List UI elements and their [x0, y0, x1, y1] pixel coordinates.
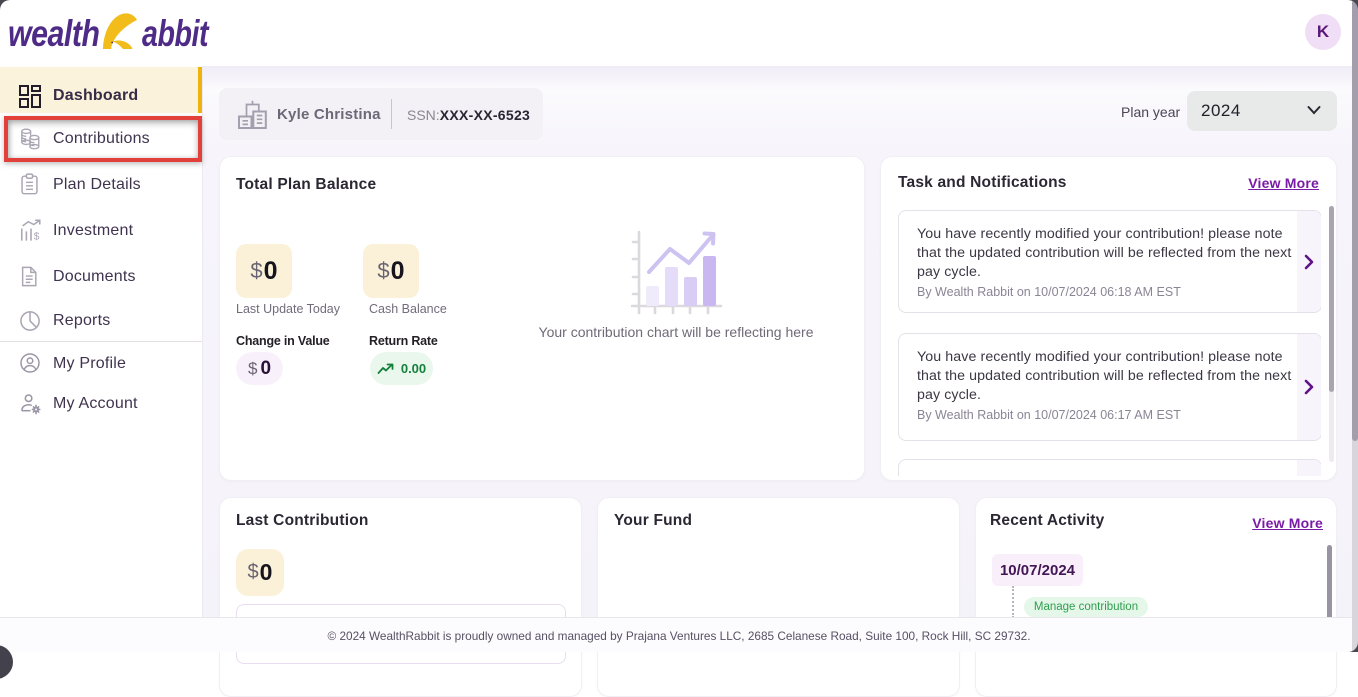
svg-text:$: $ [34, 232, 40, 242]
